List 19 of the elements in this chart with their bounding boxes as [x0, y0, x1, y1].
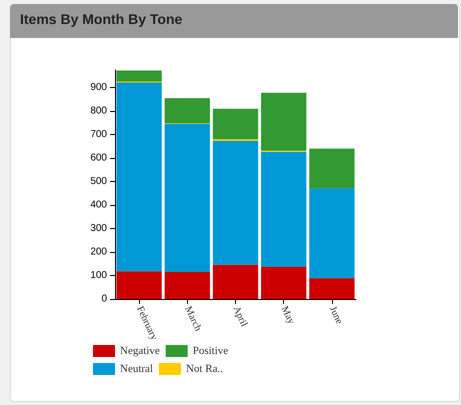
- x-tick-label: April: [230, 304, 250, 329]
- x-tick-label: May: [278, 304, 296, 326]
- y-tick-label: 800: [90, 106, 108, 117]
- y-tick-label: 400: [90, 200, 108, 211]
- y-tick-label: 600: [90, 152, 108, 164]
- y-tick-label: 200: [90, 246, 108, 258]
- legend-label: Not Ra..: [186, 363, 224, 375]
- legend-label: Positive: [192, 345, 228, 357]
- chart-title: Items By Month By Tone: [10, 4, 458, 38]
- y-tick-label: 300: [90, 223, 108, 234]
- x-tick-label: March: [182, 304, 204, 333]
- y-tick-label: 0: [101, 294, 108, 304]
- legend-label: Neutral: [120, 363, 153, 375]
- y-tick-label: 100: [90, 270, 108, 282]
- legend-label: Negative: [120, 345, 160, 357]
- y-tick-label: 500: [90, 176, 108, 188]
- x-tick-label: June: [326, 304, 345, 326]
- y-tick-label: 700: [90, 129, 108, 140]
- y-tick-label: 900: [90, 82, 108, 94]
